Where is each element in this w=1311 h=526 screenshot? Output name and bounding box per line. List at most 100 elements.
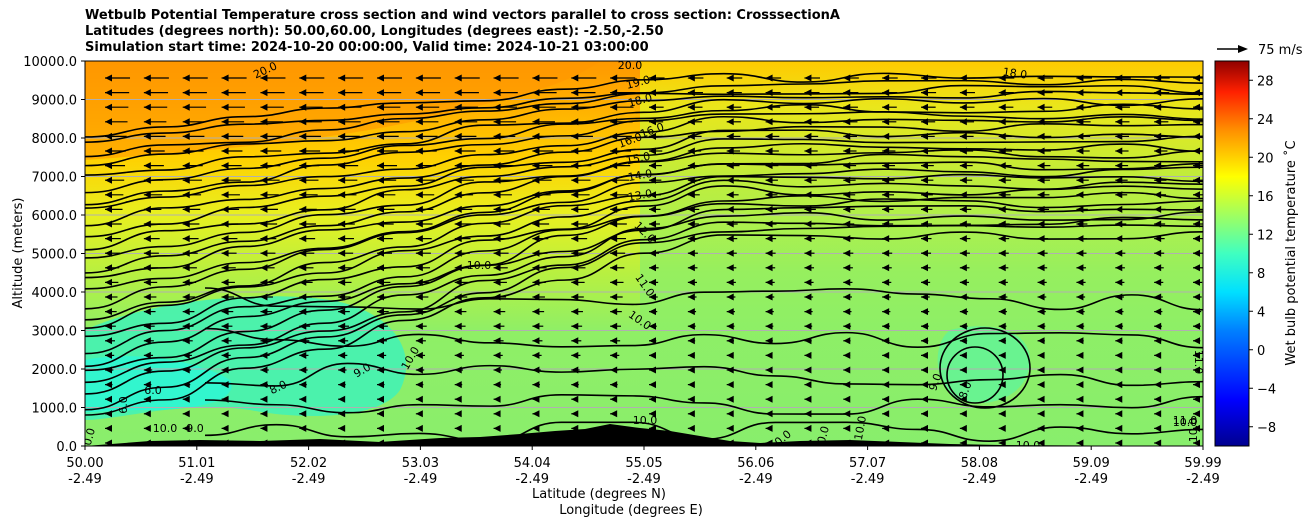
- wind-vector-head: [493, 162, 501, 170]
- wind-vector-head: [143, 278, 151, 286]
- wind-vector-head: [1193, 249, 1200, 257]
- wind-vector-head: [610, 118, 618, 126]
- wind-vector-head: [959, 264, 967, 272]
- wind-vector-head: [610, 176, 618, 184]
- wind-vector-head: [260, 395, 268, 403]
- wind-vector-head: [299, 249, 307, 257]
- wind-vector-head: [1193, 439, 1200, 446]
- wind-vector-head: [882, 293, 890, 301]
- contour-label: 10.0: [153, 422, 178, 435]
- wind-vector-head: [260, 147, 268, 155]
- contour-label-text: 9.0: [926, 372, 944, 393]
- colorbar-tick-label: 4: [1257, 305, 1265, 320]
- wind-vector-head: [610, 205, 618, 213]
- wind-vector-head: [221, 366, 229, 374]
- wind-vector-head: [921, 118, 928, 126]
- wind-vector-head: [765, 410, 773, 418]
- wind-vector-head: [377, 264, 384, 272]
- wind-vector-head: [610, 381, 618, 389]
- wind-vector-head: [1115, 74, 1123, 82]
- contour-label-text: 10.0: [1187, 418, 1200, 443]
- wind-vector-head: [1115, 439, 1123, 446]
- cool-core-west: [85, 356, 232, 412]
- contour-line: [85, 129, 1203, 238]
- wind-vector-head: [221, 395, 229, 403]
- wind-vector-head: [959, 293, 967, 301]
- wind-vector-head: [921, 293, 928, 301]
- wind-vector-head: [1076, 366, 1084, 374]
- wind-vector-head: [571, 220, 579, 228]
- wind-vector-head: [1115, 235, 1123, 243]
- wind-vector-head: [454, 366, 462, 374]
- wind-vector-head: [1115, 351, 1123, 359]
- contour-label: 18.0: [1002, 65, 1028, 81]
- wind-vector-head: [105, 89, 112, 97]
- wind-vector-head: [882, 220, 890, 228]
- wind-vector-head: [221, 410, 229, 418]
- wind-vector-head: [221, 424, 229, 432]
- wind-vector-head: [843, 205, 851, 213]
- wind-vector-head: [143, 220, 151, 228]
- wind-vector-head: [1115, 249, 1123, 257]
- cool-region-east: [937, 326, 1030, 404]
- wind-vector-head: [765, 162, 773, 170]
- wind-vector-head: [687, 308, 695, 316]
- wind-vector-head: [532, 322, 540, 330]
- wind-vector-head: [1154, 147, 1162, 155]
- contour-label: 10.0: [85, 427, 98, 446]
- wind-vector-head: [493, 220, 501, 228]
- wind-vector-head: [1076, 118, 1084, 126]
- contour-label: 13.0: [627, 187, 653, 204]
- wind-vector-head: [765, 132, 773, 140]
- wind-vector-head: [959, 118, 967, 126]
- wind-vector-head: [493, 103, 501, 111]
- wind-vector-head: [843, 322, 851, 330]
- x-tick-label-lat: 56.06: [737, 456, 774, 471]
- contour-label: 20.0: [618, 61, 643, 72]
- wind-vector-head: [260, 118, 268, 126]
- wind-vector-head: [998, 89, 1006, 97]
- wind-vector-head: [182, 191, 190, 199]
- wind-vector-head: [726, 162, 734, 170]
- wind-vector-head: [649, 74, 656, 82]
- wind-vector-head: [1037, 424, 1045, 432]
- wind-vector-head: [105, 337, 112, 345]
- wind-vector-head: [532, 278, 540, 286]
- wind-vector-head: [1076, 205, 1084, 213]
- colorbar-tick-label: 20: [1257, 151, 1274, 166]
- wind-vector-head: [610, 322, 618, 330]
- wind-vector-head: [299, 278, 307, 286]
- wind-vector-head: [1037, 89, 1045, 97]
- contour-label: 10.0: [852, 415, 869, 441]
- wind-vector-head: [687, 235, 695, 243]
- wind-vector-head: [765, 103, 773, 111]
- wind-vector-head: [338, 351, 346, 359]
- wind-vector-head: [221, 191, 229, 199]
- wind-vector-head: [687, 439, 695, 446]
- wind-vector-head: [726, 103, 734, 111]
- orography-terrain: [85, 424, 1203, 446]
- wind-vector-head: [105, 410, 112, 418]
- y-tick-label: 8000.0: [32, 132, 78, 147]
- wind-vector-head: [726, 118, 734, 126]
- wind-vector-head: [1115, 191, 1123, 199]
- contour-line: [204, 327, 1203, 349]
- contour-label: 9.0: [926, 372, 944, 393]
- wind-vector-head: [649, 322, 656, 330]
- wind-vector-head: [882, 439, 890, 446]
- wind-vector-head: [1193, 395, 1200, 403]
- wind-vector-head: [338, 366, 346, 374]
- wind-vector-head: [1154, 205, 1162, 213]
- wind-vector-head: [338, 293, 346, 301]
- wind-vector-head: [454, 176, 462, 184]
- wind-vector-head: [1193, 381, 1200, 389]
- wind-vector-head: [454, 322, 462, 330]
- wind-vector-head: [454, 235, 462, 243]
- wind-vector-head: [221, 162, 229, 170]
- wind-vector-head: [843, 103, 851, 111]
- wind-vector-head: [143, 132, 151, 140]
- wind-vector-head: [649, 132, 656, 140]
- wind-vector-head: [105, 278, 112, 286]
- wind-vector-head: [143, 89, 151, 97]
- wind-vector-head: [959, 395, 967, 403]
